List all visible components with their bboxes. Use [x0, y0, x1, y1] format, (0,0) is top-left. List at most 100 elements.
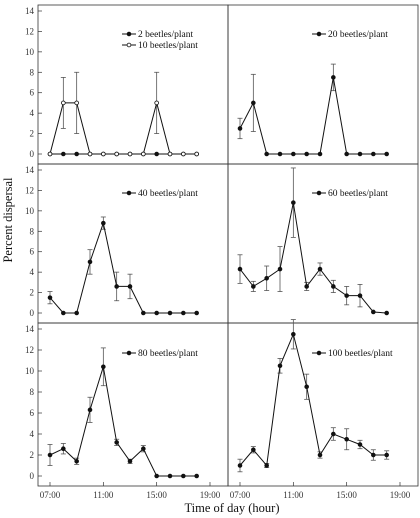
y-tick-label: 6	[30, 247, 35, 257]
data-point	[101, 220, 106, 226]
panel-frame	[37, 163, 229, 324]
data-point	[277, 266, 283, 272]
series-line	[239, 332, 387, 467]
data-point	[181, 473, 186, 479]
legend-label: 100 beetles/plant	[328, 349, 393, 359]
data-point	[237, 266, 243, 272]
data-point	[114, 440, 119, 445]
series-line	[49, 100, 197, 155]
legend-marker	[316, 31, 322, 37]
axis-ticks: 0 2 4 6 8 10 12 14 0 2 4 6 8 10 12 14 0 2 4 6 8 10 12 14 07:00 11…	[25, 6, 411, 500]
data-point	[384, 452, 389, 458]
data-point	[74, 310, 79, 316]
data-point	[194, 473, 199, 479]
data-point	[277, 363, 283, 369]
data-point	[304, 284, 309, 289]
y-tick-label: 8	[30, 226, 35, 236]
data-point	[87, 407, 93, 413]
y-tick-label: 4	[30, 267, 35, 277]
data-point	[291, 151, 296, 157]
panel-frame	[37, 322, 229, 487]
legend-label: 80 beetles/plant	[138, 349, 198, 359]
data-point	[47, 151, 53, 157]
y-tick-label: 10	[25, 47, 35, 57]
panel-frame	[227, 4, 419, 165]
panel-frame	[37, 4, 229, 165]
data-point	[251, 447, 256, 453]
data-point	[101, 151, 106, 157]
data-point	[114, 284, 119, 289]
series-line	[49, 221, 197, 314]
data-point	[181, 151, 186, 157]
data-point	[74, 458, 79, 464]
data-point	[317, 452, 323, 458]
data-point	[87, 259, 93, 265]
panel-frames	[37, 4, 419, 487]
legend-label: 20 beetles/plant	[328, 30, 388, 40]
y-tick-label: 6	[30, 88, 35, 98]
y-tick-label: 12	[25, 185, 34, 195]
data-point	[127, 458, 133, 464]
data-point	[357, 442, 363, 447]
data-point	[384, 151, 389, 157]
data-point	[127, 284, 133, 289]
legend-marker	[126, 42, 132, 48]
legend-marker	[126, 31, 132, 37]
data-point	[317, 151, 323, 157]
legend-label: 60 beetles/plant	[328, 189, 388, 199]
y-tick-label: 0	[30, 149, 35, 159]
y-tick-label: 14	[25, 165, 35, 175]
y-tick-label: 12	[25, 26, 34, 36]
data-point	[371, 452, 376, 458]
data-point	[371, 309, 376, 315]
y-tick-label: 14	[25, 6, 35, 16]
data-point	[194, 310, 199, 316]
series-line	[49, 366, 197, 477]
data-point	[167, 310, 173, 316]
data-point	[141, 151, 146, 157]
data-point	[384, 310, 389, 316]
data-point	[167, 151, 173, 157]
y-tick-label: 8	[30, 387, 35, 397]
data-point	[331, 431, 336, 437]
y-tick-label: 10	[25, 366, 35, 376]
x-tick-label: 11:00	[93, 490, 114, 500]
data-point	[141, 446, 146, 452]
data-point	[237, 463, 243, 468]
legend-marker	[126, 350, 132, 356]
data-point	[357, 151, 363, 157]
x-tick-label: 15:00	[146, 490, 167, 500]
y-tick-label: 2	[30, 450, 35, 460]
data-point	[154, 100, 159, 106]
legend-marker	[316, 350, 322, 356]
y-tick-label: 0	[30, 308, 35, 318]
panel-frame	[227, 163, 419, 324]
y-tick-label: 10	[25, 206, 35, 216]
data-point	[61, 151, 66, 157]
data-point	[74, 100, 79, 106]
data-point	[154, 473, 159, 479]
data-point	[181, 310, 186, 316]
data-point	[127, 151, 133, 157]
data-point	[251, 284, 256, 289]
x-tick-label: 07:00	[40, 490, 61, 500]
y-tick-label: 4	[30, 429, 35, 439]
y-tick-label: 12	[25, 345, 34, 355]
data-point	[61, 446, 66, 452]
legend-marker	[316, 190, 322, 196]
series-line	[239, 77, 387, 155]
data-point	[101, 364, 106, 370]
data-point	[74, 151, 79, 157]
x-tick-label: 19:00	[200, 490, 221, 500]
data-point	[317, 266, 323, 272]
y-axis-label: Percent dispersal	[1, 177, 15, 263]
x-tick-label: 07:00	[230, 490, 251, 500]
data-point	[154, 310, 159, 316]
x-axis-label: Time of day (hour)	[184, 501, 279, 515]
y-tick-label: 2	[30, 129, 35, 139]
data-point	[264, 151, 269, 157]
data-point	[87, 151, 93, 157]
x-tick-label: 11:00	[283, 490, 304, 500]
